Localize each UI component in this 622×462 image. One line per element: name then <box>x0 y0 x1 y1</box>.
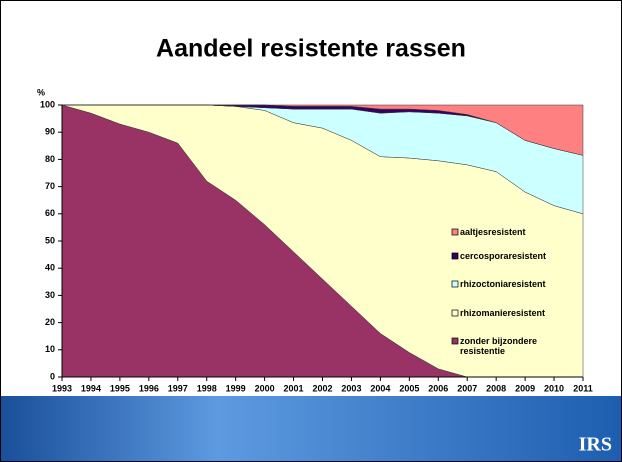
legend-label: rhizoctoniaresistent <box>460 279 546 289</box>
area <box>62 104 584 156</box>
legend-label: cercosporaresistent <box>460 251 547 261</box>
x-tick-label: 1996 <box>139 383 159 393</box>
x-tick-label: 2007 <box>457 383 477 393</box>
y-tick-label: 0 <box>50 371 55 381</box>
x-tick-label: 2010 <box>544 383 564 393</box>
x-tick-label: 2001 <box>284 383 304 393</box>
x-tick-label: 1997 <box>168 383 188 393</box>
x-tick-label: 2006 <box>428 383 448 393</box>
x-tick-label: 1994 <box>81 383 101 393</box>
y-tick-label: 90 <box>45 127 55 137</box>
footer-band <box>1 396 621 461</box>
y-tick-label: 40 <box>45 263 55 273</box>
legend-swatch <box>451 252 459 260</box>
x-tick-label: 2000 <box>255 383 275 393</box>
legend-swatch <box>451 280 459 288</box>
x-tick-label: 2009 <box>515 383 535 393</box>
x-tick-label: 2002 <box>312 383 332 393</box>
x-tick-label: 2005 <box>399 383 419 393</box>
x-tick-label: 1998 <box>197 383 217 393</box>
y-tick-label: 60 <box>45 208 55 218</box>
legend-label: zonder bijzondere resistentie <box>460 336 538 356</box>
y-tick-label: 30 <box>45 290 55 300</box>
y-tick-label: 80 <box>45 154 55 164</box>
y-tick-label: 100 <box>40 99 55 109</box>
x-tick-label: 1993 <box>52 383 72 393</box>
chart-title: Aandeel resistente rassen <box>156 35 466 63</box>
y-tick-label: 50 <box>45 235 55 245</box>
x-tick-label: 2004 <box>370 383 390 393</box>
y-tick-label: 10 <box>45 344 55 354</box>
legend-swatch <box>451 228 459 236</box>
legend-swatch <box>451 309 459 317</box>
legend-swatch <box>451 337 459 345</box>
x-tick-label: 1999 <box>226 383 246 393</box>
x-tick-label: 2011 <box>573 383 593 393</box>
legend-label: rhizomanieresistent <box>460 308 546 318</box>
logo: IRS <box>579 434 612 456</box>
y-tick-label: 70 <box>45 181 55 191</box>
y-axis-label: % <box>37 87 45 97</box>
x-tick-label: 2003 <box>341 383 361 393</box>
x-tick-label: 1995 <box>110 383 130 393</box>
x-tick-label: 2008 <box>486 383 506 393</box>
legend-label: aaltjesresistent <box>460 227 526 237</box>
y-tick-label: 20 <box>45 317 55 327</box>
